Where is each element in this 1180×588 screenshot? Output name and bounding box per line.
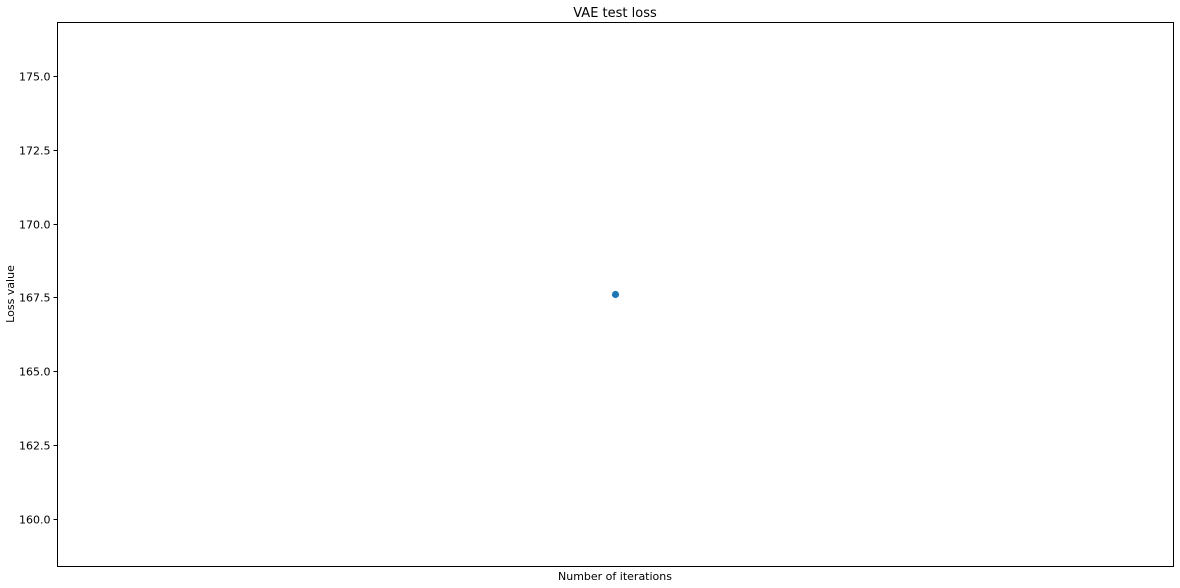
y-tick-label: 170.0	[19, 219, 51, 232]
x-axis-label: Number of iterations	[558, 570, 672, 583]
chart-title: VAE test loss	[573, 6, 657, 21]
y-tick-label: 162.5	[19, 440, 51, 453]
y-tick-label: 167.5	[19, 292, 51, 305]
y-tick-label: 160.0	[19, 514, 51, 527]
y-tick-label: 165.0	[19, 366, 51, 379]
y-tick-label: 172.5	[19, 145, 51, 158]
data-points	[611, 290, 620, 299]
y-axis-label: Loss value	[4, 265, 17, 323]
data-point	[611, 290, 620, 299]
y-axis-ticks: 160.0 162.5 165.0 167.5 170.0 172.5 175.0	[19, 71, 58, 527]
y-tick-label: 175.0	[19, 71, 51, 84]
